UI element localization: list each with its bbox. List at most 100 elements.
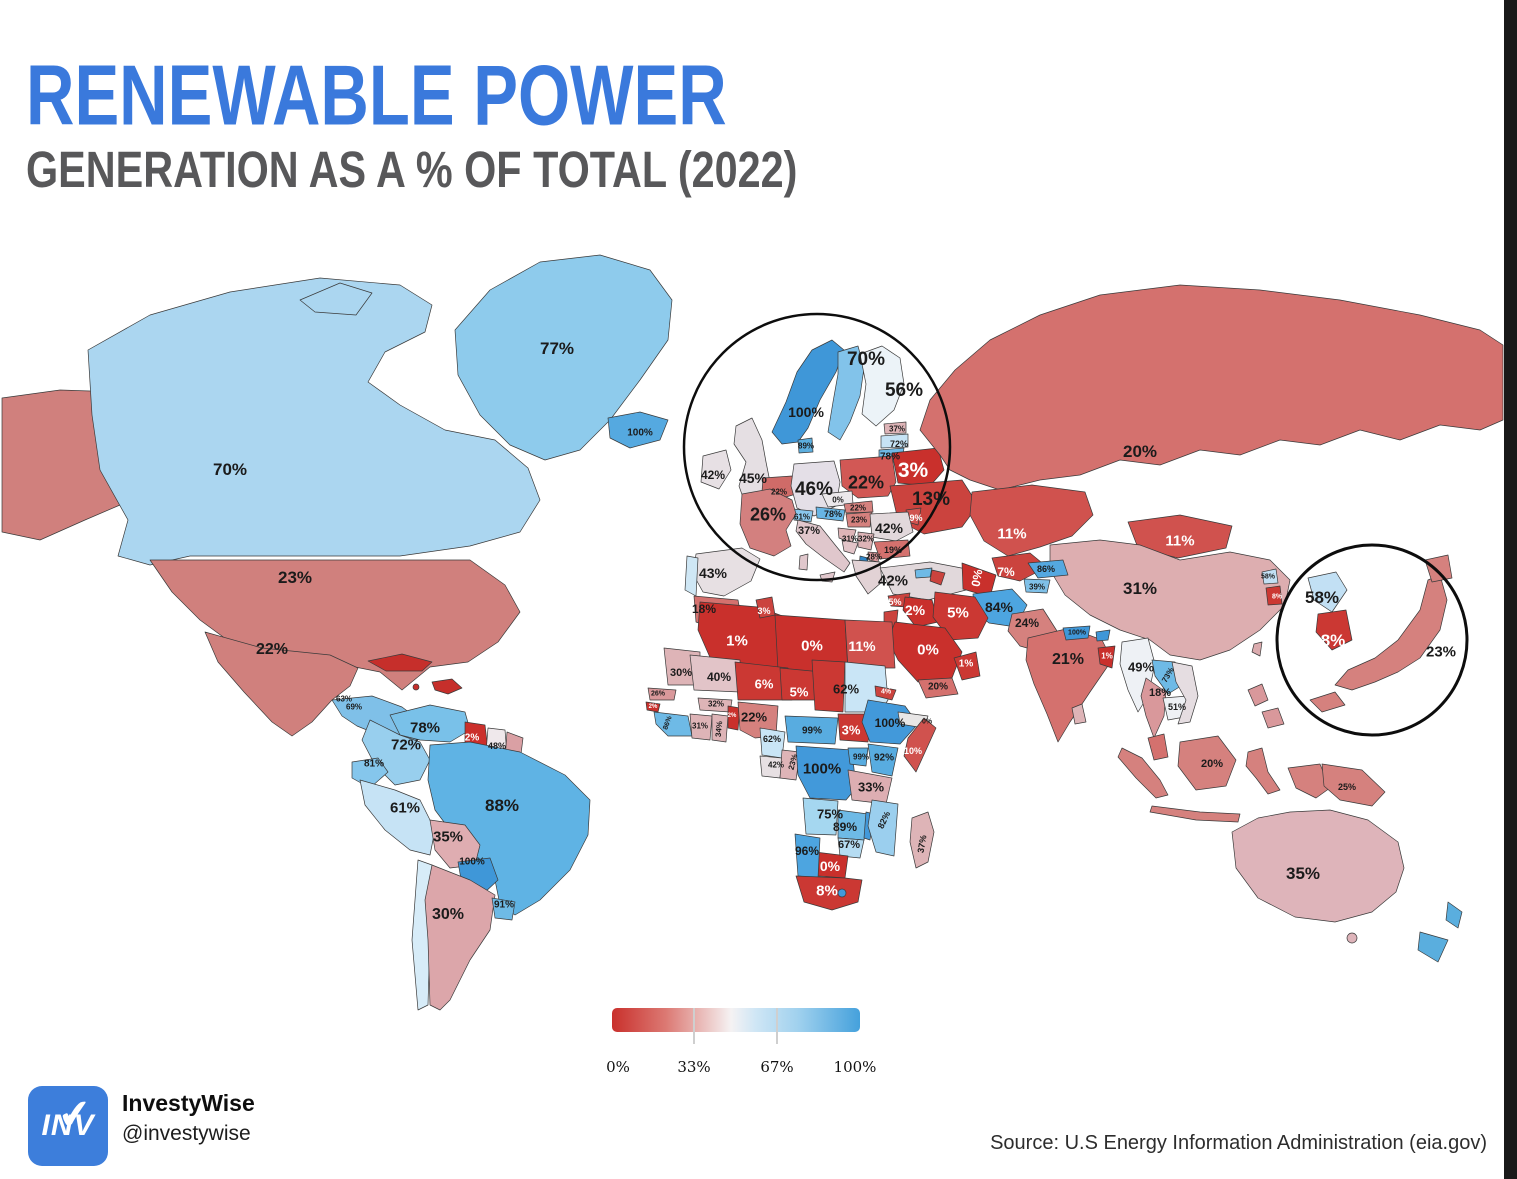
legend-gradient-bar xyxy=(612,1008,860,1044)
country-austria xyxy=(815,506,846,522)
country-nkorea-small xyxy=(1261,568,1279,585)
country-sulawesi xyxy=(1245,747,1281,795)
country-liberia xyxy=(653,711,693,737)
country-somalia xyxy=(903,717,937,773)
country-portugal xyxy=(684,555,699,597)
country-romania xyxy=(869,511,914,542)
country-taiwan xyxy=(1251,641,1263,657)
country-tajikistan xyxy=(1023,578,1051,594)
logo-inv-text: INV xyxy=(41,1109,95,1142)
country-uganda xyxy=(847,747,869,767)
country-ivory-coast xyxy=(689,713,713,741)
country-kenya xyxy=(867,743,899,777)
legend-label-33: 33% xyxy=(677,1058,711,1076)
country-tasmania xyxy=(1346,932,1358,944)
country-serbia xyxy=(857,531,875,551)
country-chad xyxy=(811,659,846,713)
country-namibia xyxy=(794,833,821,879)
country-tanzania xyxy=(847,769,893,805)
country-iran xyxy=(932,591,989,641)
investywise-logo: INV ✔ xyxy=(28,1086,108,1166)
country-china xyxy=(1049,539,1291,661)
country-denmark xyxy=(797,437,814,454)
country-sri-lanka xyxy=(1071,703,1087,725)
country-peru xyxy=(359,779,436,856)
legend-labels: 0% 33% 67% 100% xyxy=(606,1058,876,1076)
country-mexico xyxy=(204,631,359,737)
country-png xyxy=(1321,763,1386,807)
country-hispaniola xyxy=(431,678,463,695)
country-senegal xyxy=(647,687,677,701)
country-sardinia xyxy=(798,553,809,571)
country-kalimantan xyxy=(1177,735,1237,791)
country-togo-benin xyxy=(727,705,741,731)
country-switzerland xyxy=(792,508,814,523)
country-burkina xyxy=(697,697,733,713)
title-block: RENEWABLE POWER GENERATION AS A % OF TOT… xyxy=(26,52,903,195)
country-bhutan xyxy=(1095,629,1111,642)
country-canada-island xyxy=(299,282,373,316)
country-ghana xyxy=(711,713,729,743)
country-japan-honshu xyxy=(1334,574,1448,691)
country-eritrea xyxy=(874,685,897,701)
country-iceland xyxy=(607,411,669,449)
country-jamaica xyxy=(412,683,420,691)
country-oman xyxy=(953,651,981,681)
country-iraq xyxy=(902,596,939,628)
legend-label-100: 100% xyxy=(833,1058,877,1076)
country-canada xyxy=(87,277,541,566)
country-greenland xyxy=(454,254,673,461)
country-bulgaria xyxy=(873,539,911,560)
country-angola xyxy=(802,797,839,836)
country-japan-kyushu xyxy=(1309,691,1346,713)
brand-name: InvestyWise xyxy=(122,1090,255,1116)
country-drc xyxy=(795,745,857,801)
country-vietnam xyxy=(1171,661,1199,725)
country-guinea-bissau xyxy=(645,701,661,713)
page-subtitle: GENERATION AS A % OF TOTAL (2022) xyxy=(26,140,798,198)
country-mozambique xyxy=(867,799,899,857)
country-lesotho xyxy=(837,888,847,898)
logo-checkmark-icon: ✔ xyxy=(55,1091,94,1139)
country-uzbekistan xyxy=(991,552,1048,582)
country-finland xyxy=(859,345,905,427)
country-sumatra xyxy=(1117,747,1169,799)
country-germany xyxy=(790,460,841,517)
country-georgia xyxy=(914,567,933,579)
country-ireland xyxy=(700,449,732,490)
country-ethiopia xyxy=(861,699,919,745)
country-bangladesh xyxy=(1097,645,1116,669)
country-hungary xyxy=(845,511,873,528)
country-india xyxy=(1025,627,1113,743)
right-edge-strip xyxy=(1504,0,1517,1179)
legend-tick-67 xyxy=(776,1008,778,1044)
country-kyrgyzstan xyxy=(1027,559,1069,579)
country-poland xyxy=(839,455,897,499)
country-south-africa xyxy=(795,875,863,911)
country-java xyxy=(1149,805,1241,823)
country-yemen xyxy=(917,677,959,699)
country-australia xyxy=(1231,809,1405,923)
country-nz-south xyxy=(1417,931,1449,963)
color-legend: 0% 33% 67% 100% xyxy=(606,1008,876,1076)
legend-tick-33 xyxy=(693,1008,695,1044)
country-italy xyxy=(795,519,851,573)
country-egypt xyxy=(844,619,896,669)
country-skorea-small xyxy=(1265,585,1283,606)
country-nkorea xyxy=(1307,571,1348,613)
country-belarus xyxy=(891,447,945,487)
country-latvia xyxy=(880,433,909,449)
country-thailand xyxy=(1140,677,1167,739)
country-france xyxy=(739,488,797,557)
country-skorea xyxy=(1315,609,1353,651)
country-spain xyxy=(692,547,761,597)
country-congo xyxy=(779,749,801,781)
country-russia xyxy=(919,284,1504,491)
country-uruguay xyxy=(491,897,516,921)
country-turkey xyxy=(879,561,973,601)
country-botswana xyxy=(814,851,849,879)
country-zambia xyxy=(837,809,869,841)
